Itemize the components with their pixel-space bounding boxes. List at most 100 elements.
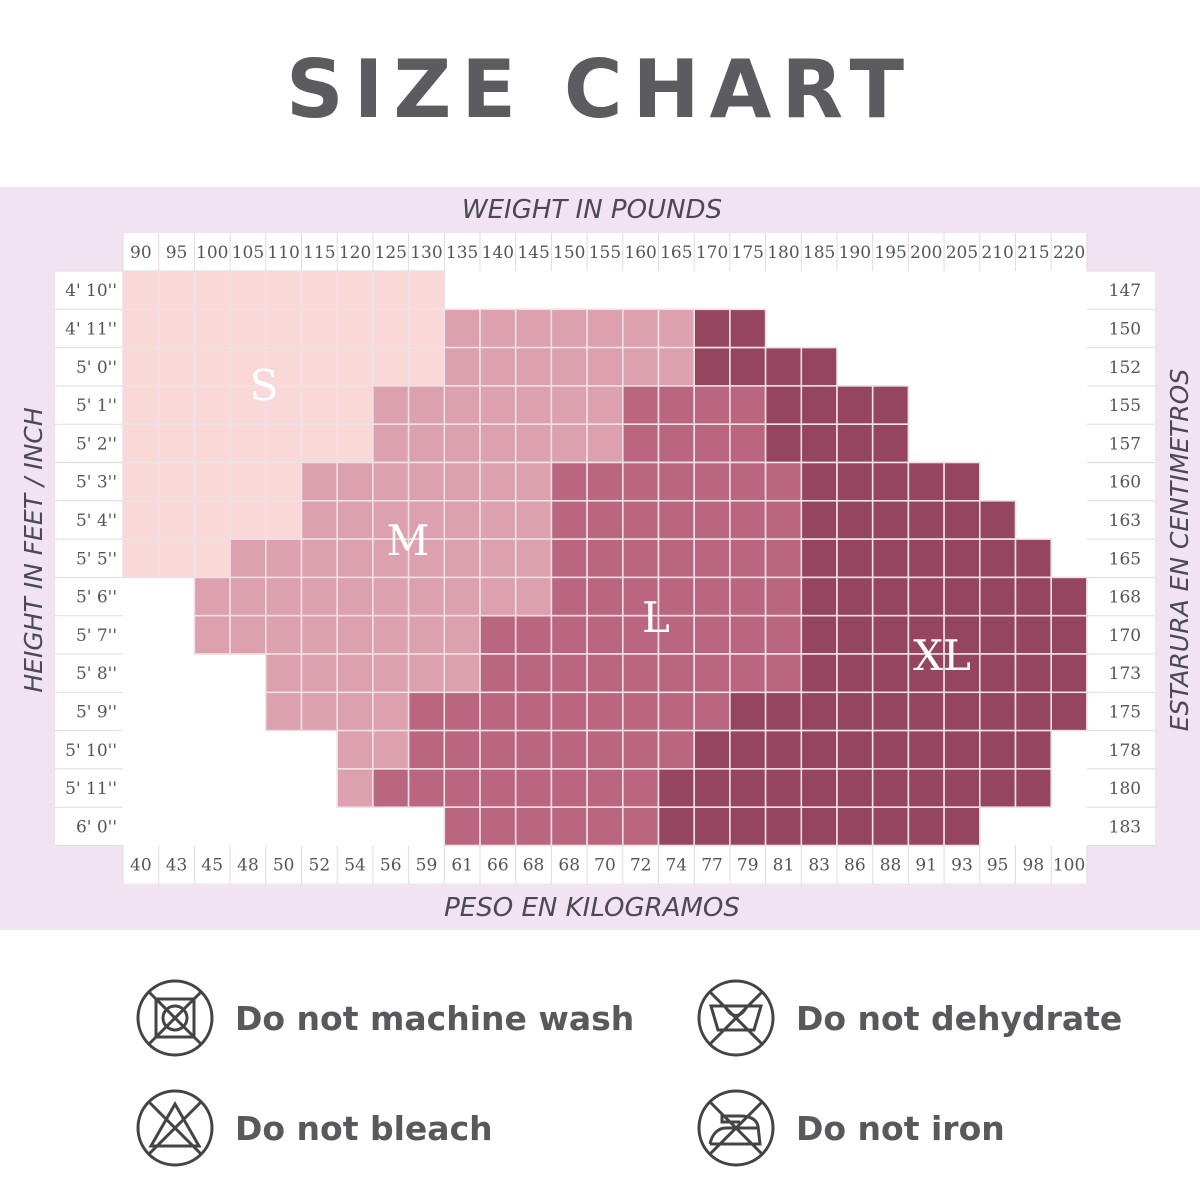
weight-lbs-tick: 105: [232, 243, 264, 263]
cell-size-s: [122, 346, 160, 387]
cell-size-m: [300, 538, 339, 579]
cell-size-m: [372, 729, 410, 770]
cell-size-xl: [764, 806, 803, 847]
cell-size-xl: [1050, 576, 1088, 617]
cell-size-xl: [729, 346, 767, 387]
no-iron-icon: [697, 1089, 775, 1167]
weight-kg-tick: 66: [487, 856, 509, 876]
cell-size-xl: [871, 653, 910, 694]
cell-size-xl: [836, 538, 874, 579]
weight-kg-tick: 93: [951, 856, 973, 876]
cell-size-l: [729, 461, 767, 502]
cell-size-m: [479, 576, 517, 617]
cell-size-xl: [800, 346, 838, 387]
cell-size-xl: [871, 614, 910, 655]
height-cm-tick: 157: [1109, 434, 1141, 454]
cell-size-l: [586, 806, 624, 847]
cell-size-xl: [693, 308, 731, 349]
cell-size-l: [729, 499, 767, 540]
cell-size-l: [443, 691, 481, 732]
weight-kg-tick: 68: [558, 856, 580, 876]
cell-size-s: [300, 385, 339, 425]
weight-lbs-tick: 180: [767, 243, 799, 263]
cell-size-l: [586, 691, 624, 732]
page-title: SIZE CHART: [285, 43, 915, 136]
cell-size-l: [479, 729, 517, 770]
cell-size-m: [550, 385, 588, 425]
weight-lbs-tick: 155: [589, 243, 621, 263]
cell-size-m: [372, 423, 410, 464]
cell-size-m: [229, 576, 267, 617]
cell-size-xl: [871, 729, 910, 770]
cell-size-xl: [907, 461, 945, 502]
cell-size-m: [514, 308, 553, 349]
cell-size-xl: [800, 461, 838, 502]
cell-size-l: [764, 614, 803, 655]
cell-size-s: [407, 270, 446, 311]
cell-size-xl: [693, 806, 731, 847]
cell-size-l: [657, 423, 696, 464]
cell-size-m: [479, 308, 517, 349]
cell-size-xl: [871, 768, 910, 809]
cell-size-l: [693, 385, 731, 425]
cell-size-xl: [800, 691, 838, 732]
weight-kg-tick: 52: [309, 856, 331, 876]
cell-size-s: [300, 308, 339, 349]
weight-kg-tick: 88: [880, 856, 902, 876]
no-bleach-icon: [136, 1089, 214, 1167]
cell-size-xl: [907, 499, 945, 540]
weight-lbs-tick: 140: [482, 243, 514, 263]
cell-size-s: [157, 346, 196, 387]
cell-size-xl: [907, 576, 945, 617]
cell-size-l: [407, 768, 446, 809]
cell-size-l: [693, 423, 731, 464]
cell-size-l: [550, 461, 588, 502]
cell-size-s: [264, 461, 303, 502]
weight-kg-tick: 98: [1023, 856, 1045, 876]
cell-size-l: [550, 806, 588, 847]
cell-size-l: [764, 653, 803, 694]
weight-lbs-tick: 110: [267, 243, 299, 263]
cell-size-m: [193, 576, 231, 617]
cell-size-xl: [836, 614, 874, 655]
cell-size-m: [372, 653, 410, 694]
height-ft-tick: 5' 9'': [76, 702, 117, 722]
cell-size-l: [479, 768, 517, 809]
size-label-s: S: [250, 361, 279, 410]
cell-size-m: [372, 385, 410, 425]
cell-size-m: [550, 346, 588, 387]
cell-size-l: [657, 461, 696, 502]
cell-size-xl: [978, 653, 1017, 694]
height-cm-tick: 152: [1109, 358, 1141, 378]
cell-size-l: [586, 653, 624, 694]
cell-size-l: [550, 576, 588, 617]
cell-size-l: [764, 461, 803, 502]
care-label: Do not machine wash: [235, 998, 635, 1038]
cell-size-s: [157, 499, 196, 540]
cell-size-l: [693, 691, 731, 732]
cell-size-s: [157, 270, 196, 311]
cell-size-l: [729, 538, 767, 579]
cell-size-m: [443, 423, 481, 464]
cell-size-l: [514, 729, 553, 770]
cell-size-xl: [836, 576, 874, 617]
height-ft-tick: 6' 0'': [76, 817, 117, 837]
cell-size-l: [764, 499, 803, 540]
weight-kg-tick: 50: [273, 856, 295, 876]
cell-size-l: [443, 768, 481, 809]
weight-lbs-tick: 175: [732, 243, 764, 263]
bottom-axis-panel: [123, 845, 1087, 884]
cell-size-l: [443, 729, 481, 770]
cell-size-m: [229, 538, 267, 579]
cell-size-l: [693, 461, 731, 502]
weight-lbs-tick: 185: [803, 243, 835, 263]
cell-size-m: [550, 423, 588, 464]
cell-size-l: [550, 653, 588, 694]
cell-size-xl: [729, 806, 767, 847]
height-ft-tick: 5' 2'': [76, 434, 117, 454]
cell-size-s: [336, 385, 374, 425]
cell-size-xl: [764, 691, 803, 732]
cell-size-l: [621, 423, 660, 464]
cell-size-xl: [693, 768, 731, 809]
